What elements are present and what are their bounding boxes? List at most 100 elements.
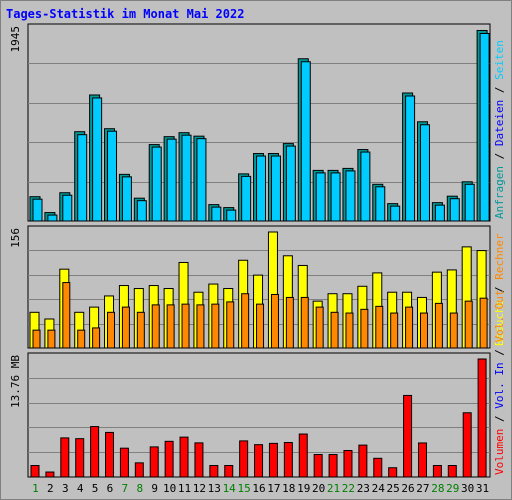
volumen-bar-10 <box>164 440 174 478</box>
legend-entry: / <box>493 409 506 429</box>
rechner-bar-4 <box>77 329 86 349</box>
dateien-bar-25 <box>390 205 401 222</box>
rechner-bar-19 <box>300 296 309 349</box>
dateien-bar-16 <box>256 155 267 222</box>
dateien-bar-6 <box>107 130 118 222</box>
volumen-bar-12 <box>194 442 204 478</box>
rechner-bar-2 <box>47 329 56 349</box>
dateien-bar-28 <box>434 204 445 222</box>
volumen-bar-5 <box>90 426 100 478</box>
rechner-bar-10 <box>166 304 175 349</box>
rechner-bar-24 <box>375 305 384 349</box>
rechner-bar-12 <box>196 304 205 349</box>
x-tick-label-22: 22 <box>342 482 355 495</box>
x-tick-label-12: 12 <box>193 482 206 495</box>
rechner-bar-25 <box>390 312 399 349</box>
volumen-bar-20 <box>313 454 323 478</box>
dateien-bar-29 <box>449 198 460 222</box>
x-tick-label-31: 31 <box>476 482 489 495</box>
x-tick-label-11: 11 <box>178 482 191 495</box>
x-tick-label-26: 26 <box>401 482 414 495</box>
x-tick-label-10: 10 <box>163 482 176 495</box>
volumen-bar-17 <box>268 442 278 478</box>
dateien-bar-20 <box>315 172 326 222</box>
volumen-bar-18 <box>283 442 293 478</box>
x-tick-label-27: 27 <box>416 482 429 495</box>
volumen-bar-11 <box>179 436 189 478</box>
legend-entry: / <box>493 343 506 363</box>
x-tick-label-16: 16 <box>252 482 265 495</box>
volumen-bar-4 <box>75 438 85 478</box>
x-tick-label-15: 15 <box>237 482 250 495</box>
volume-panel-ymax-label: 13.76 MB <box>9 355 22 408</box>
requests-panel-legend: Anfragen / Dateien / Seiten <box>493 40 506 219</box>
rechner-bar-31 <box>479 297 488 349</box>
rechner-bar-30 <box>464 300 473 349</box>
rechner-bar-17 <box>270 293 279 349</box>
volumen-bar-9 <box>149 446 159 478</box>
legend-entry: / <box>493 280 506 300</box>
x-tick-label-18: 18 <box>282 482 295 495</box>
x-tick-label-19: 19 <box>297 482 310 495</box>
x-tick-label-4: 4 <box>77 482 84 495</box>
legend-entry: Vol. Out <box>493 290 506 343</box>
rechner-bar-3 <box>62 282 71 349</box>
volumen-bar-22 <box>343 450 353 478</box>
dateien-bar-8 <box>136 200 147 222</box>
rechner-bar-7 <box>121 306 130 349</box>
dateien-bar-2 <box>47 214 58 222</box>
dateien-bar-31 <box>479 32 490 222</box>
volume-panel-legend: Volumen / Vol. In / Vol. Out <box>493 290 506 475</box>
dateien-bar-27 <box>419 124 430 222</box>
x-tick-label-8: 8 <box>136 482 143 495</box>
x-tick-label-28: 28 <box>431 482 444 495</box>
volumen-bar-27 <box>417 442 427 478</box>
visits-panel-ymax-label: 156 <box>9 228 22 248</box>
volumen-bar-1 <box>30 465 40 478</box>
legend-entry: Anfragen <box>493 166 506 219</box>
legend-entry: Dateien <box>493 100 506 146</box>
rechner-bar-29 <box>449 312 458 349</box>
rechner-bar-23 <box>360 308 369 349</box>
dateien-bar-24 <box>375 186 386 222</box>
dateien-bar-23 <box>360 151 371 222</box>
x-tick-label-2: 2 <box>47 482 54 495</box>
dateien-bar-9 <box>151 146 162 222</box>
dateien-bar-15 <box>241 175 252 222</box>
rechner-bar-18 <box>285 296 294 349</box>
volumen-bar-8 <box>134 462 144 478</box>
volumen-bar-13 <box>209 465 219 478</box>
dateien-bar-3 <box>62 194 73 222</box>
rechner-bar-16 <box>256 303 265 349</box>
volumen-bar-6 <box>105 431 115 478</box>
x-tick-label-5: 5 <box>92 482 99 495</box>
rechner-bar-22 <box>345 312 354 349</box>
rechner-bar-27 <box>419 312 428 349</box>
x-tick-label-6: 6 <box>107 482 114 495</box>
x-tick-label-13: 13 <box>208 482 221 495</box>
x-tick-label-7: 7 <box>122 482 129 495</box>
x-tick-label-1: 1 <box>32 482 39 495</box>
legend-entry: Besuche <box>493 300 506 346</box>
chart-title: Tages-Statistik im Monat Mai 2022 <box>6 7 245 21</box>
volumen-bar-7 <box>119 447 129 478</box>
dateien-bar-21 <box>330 172 341 222</box>
rechner-bar-20 <box>315 306 324 349</box>
x-tick-label-30: 30 <box>461 482 474 495</box>
x-tick-label-14: 14 <box>223 482 237 495</box>
dateien-bar-22 <box>345 170 356 222</box>
dateien-bar-10 <box>166 138 177 222</box>
dateien-bar-17 <box>270 155 281 222</box>
dateien-bar-5 <box>92 97 103 222</box>
legend-entry: Rechner <box>493 233 506 280</box>
volumen-bar-19 <box>298 433 308 478</box>
volumen-bar-21 <box>328 454 338 478</box>
volumen-bar-31 <box>477 358 487 478</box>
volumen-bar-24 <box>373 457 383 478</box>
x-tick-label-25: 25 <box>387 482 400 495</box>
x-tick-label-29: 29 <box>446 482 459 495</box>
volumen-bar-29 <box>447 465 457 478</box>
x-tick-label-17: 17 <box>267 482 280 495</box>
